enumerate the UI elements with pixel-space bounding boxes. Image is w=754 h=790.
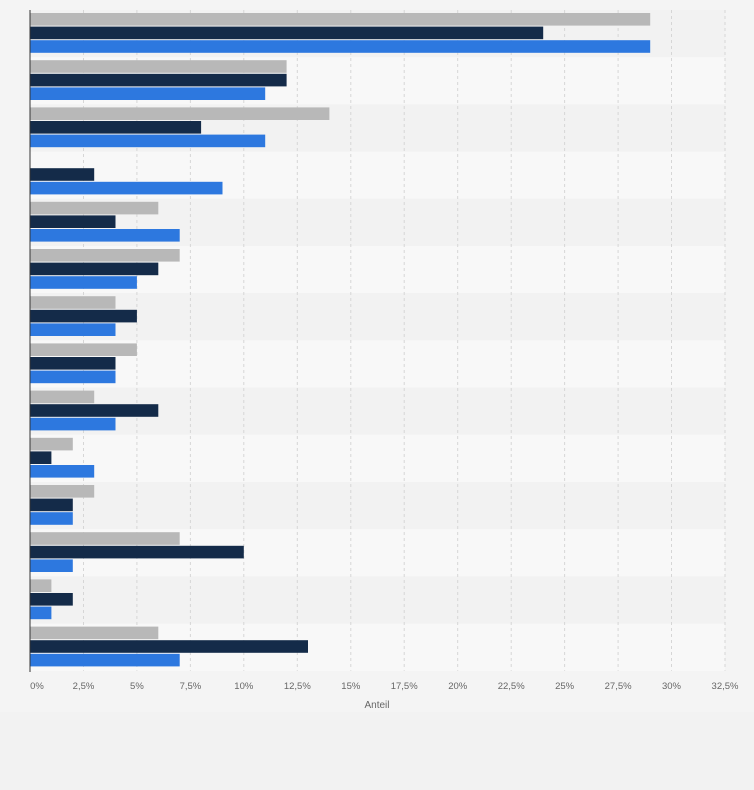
x-tick-label: 15% <box>341 681 361 692</box>
bar <box>30 370 116 384</box>
bar <box>30 626 159 640</box>
row-band <box>30 482 725 530</box>
bar <box>30 390 95 404</box>
x-tick-label: 5% <box>130 681 144 692</box>
bar <box>30 201 159 215</box>
x-tick-labels: 0% 2,5% 5% 7,5% 10% 12,5% 15% 17,5% 20% 22,5% 25% 2… <box>30 681 739 692</box>
bar <box>30 545 244 559</box>
row-band <box>30 340 725 388</box>
bar <box>30 451 52 464</box>
bar <box>30 404 159 417</box>
x-tick-label: 12,5% <box>284 681 311 692</box>
bar <box>30 485 95 498</box>
gridlines <box>83 10 726 671</box>
x-tick-label: 32,5% <box>712 681 739 692</box>
bar <box>30 296 116 309</box>
bar <box>30 357 116 370</box>
bar <box>30 606 52 620</box>
x-tick-label: 7,5% <box>180 681 202 692</box>
row-band <box>30 576 725 624</box>
bar <box>30 121 202 134</box>
x-tick-label: 30% <box>662 681 682 692</box>
x-tick-label: 2,5% <box>73 681 95 692</box>
x-tick-label: 25% <box>555 681 575 692</box>
bar <box>30 87 266 100</box>
bar <box>30 168 95 181</box>
bar <box>30 13 651 26</box>
bar <box>30 498 73 512</box>
bar <box>30 73 287 87</box>
bar <box>30 229 180 242</box>
x-tick-label: 20% <box>448 681 468 692</box>
x-axis-label: Anteil <box>364 700 389 711</box>
bar <box>30 417 116 431</box>
bar <box>30 60 287 73</box>
x-tick-label: 10% <box>234 681 254 692</box>
bar <box>30 465 95 478</box>
bar <box>30 640 308 653</box>
bar <box>30 559 73 572</box>
bar <box>30 181 223 195</box>
bar <box>30 262 159 276</box>
bar <box>30 26 544 40</box>
bar <box>30 323 116 336</box>
bars <box>30 13 651 667</box>
bar <box>30 343 137 356</box>
bar <box>30 309 137 323</box>
bar <box>30 215 116 228</box>
x-tick-label: 17,5% <box>391 681 418 692</box>
x-tick-label: 0% <box>30 681 44 692</box>
bar <box>30 532 180 545</box>
bar <box>30 437 73 451</box>
x-tick-label: 22,5% <box>498 681 525 692</box>
bar <box>30 107 330 120</box>
row-band <box>30 293 725 341</box>
bar <box>30 512 73 525</box>
footer-area <box>0 712 754 790</box>
bar <box>30 134 266 148</box>
bar <box>30 653 180 667</box>
bar <box>30 40 651 53</box>
row-band <box>30 434 725 482</box>
bar <box>30 593 73 606</box>
bar <box>30 249 180 262</box>
bar <box>30 579 52 592</box>
bar <box>30 276 137 289</box>
x-tick-label: 27,5% <box>605 681 632 692</box>
